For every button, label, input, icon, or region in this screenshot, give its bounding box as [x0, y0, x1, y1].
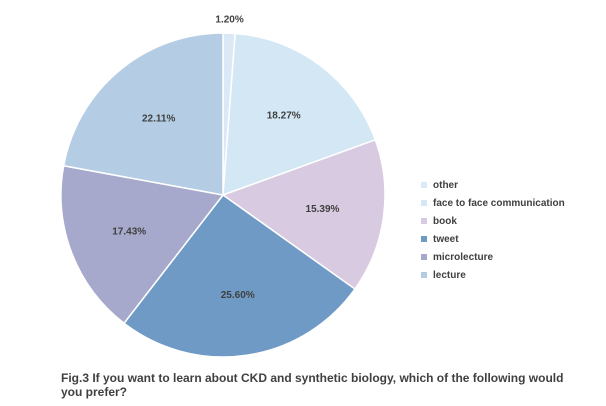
data-label-tweet: 25.60% [221, 290, 255, 301]
data-label-lecture: 22.11% [142, 113, 175, 124]
legend-item-tweet: tweet [421, 230, 565, 248]
data-label-book: 15.39% [306, 204, 340, 215]
legend-item-book: book [421, 212, 565, 230]
legend-swatch [421, 182, 427, 188]
legend-label: face to face communication [433, 197, 565, 209]
legend-label: other [433, 179, 458, 191]
pie-slice-book [221, 138, 386, 291]
data-label-other: 1.20% [215, 15, 243, 26]
legend-label: microlecture [433, 251, 494, 263]
chart-legend: other face to face communication book tweet… [421, 176, 565, 284]
legend-item-microlecture: microlecture [421, 248, 565, 266]
pie-slice-tweet [122, 193, 356, 358]
data-label-face-to-face-communication: 18.27% [267, 111, 301, 122]
legend-swatch [421, 236, 427, 242]
pie-data-labels: 1.20% 18.27% 15.39% 25.60% 17.43% 22.11% [112, 15, 339, 301]
pie-slice-lecture [62, 32, 224, 196]
legend-item-other: other [421, 176, 565, 194]
legend-swatch [421, 200, 427, 206]
pie-chart: 1.20% 18.27% 15.39% 25.60% 17.43% 22.11% [60, 15, 386, 358]
pie-slice-microlecture [60, 164, 225, 325]
legend-label: book [433, 215, 457, 227]
legend-label: tweet [433, 233, 459, 245]
legend-label: lecture [433, 269, 466, 281]
legend-swatch [421, 254, 427, 260]
legend-swatch [421, 272, 427, 278]
data-label-microlecture: 17.43% [112, 226, 146, 237]
legend-swatch [421, 218, 427, 224]
pie-slices [60, 32, 386, 358]
legend-item-lecture: lecture [421, 266, 565, 284]
legend-item-face-to-face-communication: face to face communication [421, 194, 565, 212]
pie-slice-face-to-face-communication [222, 32, 377, 197]
figure-caption: Fig.3 If you want to learn about CKD and… [61, 371, 564, 399]
